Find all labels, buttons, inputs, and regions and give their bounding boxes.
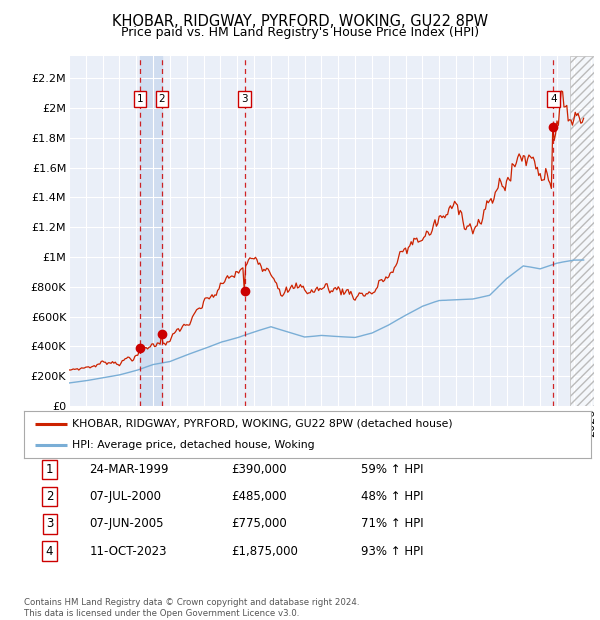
Text: 4: 4 xyxy=(46,545,53,557)
Text: £485,000: £485,000 xyxy=(231,490,287,503)
Text: 3: 3 xyxy=(241,94,248,104)
Text: 3: 3 xyxy=(46,518,53,530)
Text: 2: 2 xyxy=(46,490,53,503)
Text: 93% ↑ HPI: 93% ↑ HPI xyxy=(361,545,424,557)
Text: £1,875,000: £1,875,000 xyxy=(231,545,298,557)
Text: 71% ↑ HPI: 71% ↑ HPI xyxy=(361,518,424,530)
Text: £390,000: £390,000 xyxy=(231,463,287,476)
Text: 11-OCT-2023: 11-OCT-2023 xyxy=(89,545,167,557)
Text: KHOBAR, RIDGWAY, PYRFORD, WOKING, GU22 8PW: KHOBAR, RIDGWAY, PYRFORD, WOKING, GU22 8… xyxy=(112,14,488,29)
Text: 07-JUL-2000: 07-JUL-2000 xyxy=(89,490,161,503)
Text: HPI: Average price, detached house, Woking: HPI: Average price, detached house, Woki… xyxy=(72,440,315,450)
Bar xyxy=(569,56,600,406)
Text: 07-JUN-2005: 07-JUN-2005 xyxy=(89,518,164,530)
Text: KHOBAR, RIDGWAY, PYRFORD, WOKING, GU22 8PW (detached house): KHOBAR, RIDGWAY, PYRFORD, WOKING, GU22 8… xyxy=(72,418,453,428)
Text: Contains HM Land Registry data © Crown copyright and database right 2024.
This d: Contains HM Land Registry data © Crown c… xyxy=(24,598,359,618)
Bar xyxy=(140,56,162,406)
Text: 59% ↑ HPI: 59% ↑ HPI xyxy=(361,463,424,476)
Text: £775,000: £775,000 xyxy=(231,518,287,530)
Text: 2: 2 xyxy=(158,94,165,104)
Bar xyxy=(569,56,600,406)
Text: 1: 1 xyxy=(137,94,143,104)
Text: 1: 1 xyxy=(46,463,53,476)
Text: Price paid vs. HM Land Registry's House Price Index (HPI): Price paid vs. HM Land Registry's House … xyxy=(121,26,479,39)
Text: 24-MAR-1999: 24-MAR-1999 xyxy=(89,463,169,476)
Text: 48% ↑ HPI: 48% ↑ HPI xyxy=(361,490,424,503)
Text: 4: 4 xyxy=(550,94,557,104)
